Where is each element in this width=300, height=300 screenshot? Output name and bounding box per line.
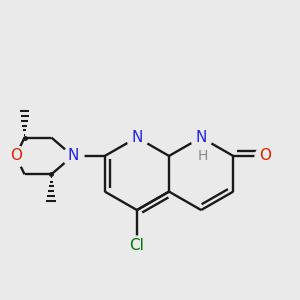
Text: Cl: Cl xyxy=(130,238,144,253)
Text: N: N xyxy=(131,130,142,145)
Text: N: N xyxy=(195,130,207,145)
Text: H: H xyxy=(197,149,208,163)
Text: N: N xyxy=(67,148,78,164)
Text: O: O xyxy=(10,148,22,164)
Text: O: O xyxy=(259,148,271,164)
